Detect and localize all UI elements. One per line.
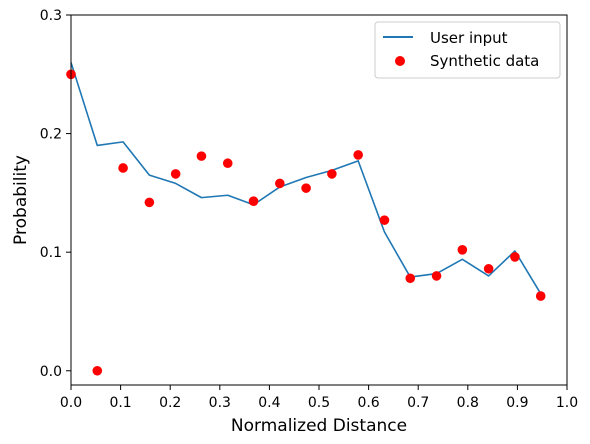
scatter-point — [170, 169, 181, 179]
x-tick-label: 0.7 — [407, 395, 429, 411]
y-axis-label: Probability — [11, 155, 31, 245]
scatter-point — [275, 178, 285, 189]
scatter-point — [196, 151, 207, 161]
x-tick-label: 0.9 — [506, 395, 528, 411]
scatter-point — [92, 365, 103, 376]
y-tick-label: 0.3 — [40, 8, 62, 24]
x-axis-label: Normalized Distance — [231, 416, 407, 436]
x-tick-label: 0.8 — [457, 395, 479, 411]
legend-box — [374, 21, 561, 79]
y-tick-label: 0.1 — [40, 245, 62, 261]
legend-marker-swatch — [395, 56, 405, 66]
x-tick-label: 0.2 — [159, 395, 181, 411]
scatter-point — [431, 271, 442, 281]
scatter-point — [379, 215, 390, 225]
scatter-point — [535, 291, 546, 301]
legend-label-synthetic-data: Synthetic data — [430, 52, 539, 70]
scatter-point — [248, 196, 259, 206]
scatter-point — [118, 163, 128, 173]
scatter-point — [353, 150, 363, 160]
scatter-point — [457, 245, 468, 255]
scatter-point — [327, 169, 337, 179]
scatter-point — [222, 158, 233, 169]
x-tick-label: 0.6 — [357, 395, 379, 411]
scatter-point — [301, 183, 311, 193]
x-tick-label: 0.3 — [209, 395, 231, 411]
series-line-user-input — [70, 62, 542, 295]
x-tick-label: 0.5 — [308, 395, 330, 411]
legend: User input Synthetic data — [374, 21, 561, 79]
plot-area — [66, 62, 546, 376]
x-axis: 0.0 0.1 0.2 0.3 0.4 0.5 0.6 0.7 0.8 0.9 1.0 — [60, 385, 578, 411]
scatter-point — [405, 273, 416, 284]
scatter-point — [510, 252, 520, 262]
x-tick-label: 0.1 — [109, 395, 131, 411]
scatter-point — [144, 197, 155, 208]
x-tick-label: 0.0 — [60, 395, 82, 411]
y-tick-label: 0.2 — [40, 127, 62, 143]
y-tick-label: 0.0 — [40, 364, 62, 380]
x-tick-label: 1.0 — [556, 395, 578, 411]
legend-label-user-input: User input — [430, 29, 508, 47]
x-tick-label: 0.4 — [258, 395, 280, 411]
y-axis: 0.0 0.1 0.2 0.3 — [40, 8, 71, 380]
scatter-point — [483, 263, 494, 274]
